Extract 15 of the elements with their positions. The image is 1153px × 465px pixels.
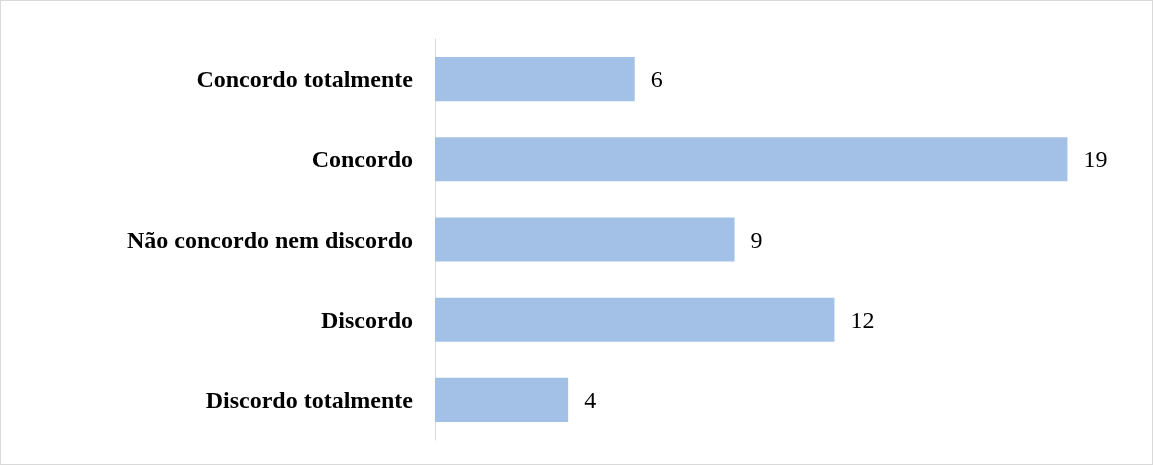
data-label: 12 xyxy=(850,306,875,333)
y-tick-label: Não concordo nem discordo xyxy=(127,226,413,253)
y-tick-label: Discordo xyxy=(321,306,413,333)
data-label: 6 xyxy=(650,66,663,93)
bar xyxy=(435,377,569,422)
bar xyxy=(435,297,835,342)
y-tick-label: Concordo totalmente xyxy=(196,66,414,93)
bar xyxy=(435,57,635,102)
bar xyxy=(435,137,1068,182)
y-tick-label: Discordo totalmente xyxy=(205,386,414,413)
data-label: 19 xyxy=(1083,146,1108,173)
y-tick-label: Concordo xyxy=(311,146,413,173)
data-label: 4 xyxy=(584,386,597,413)
bar xyxy=(435,217,735,262)
data-label: 9 xyxy=(750,226,763,253)
